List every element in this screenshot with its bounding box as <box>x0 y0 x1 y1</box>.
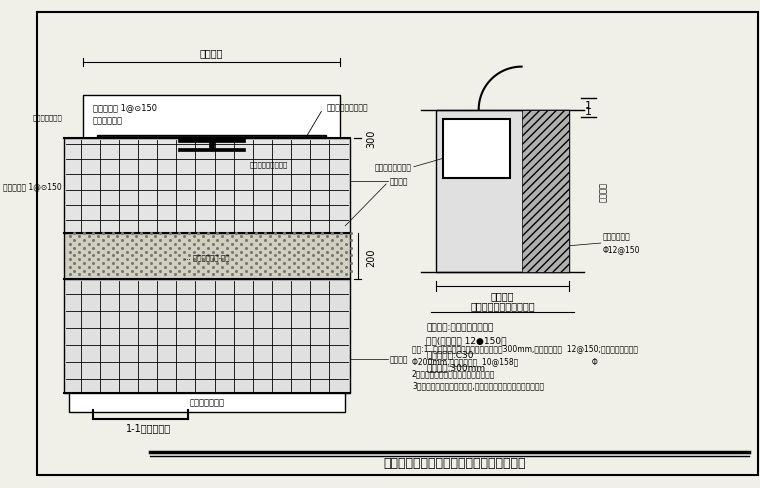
Text: 施工电梯预埋基座: 施工电梯预埋基座 <box>375 163 412 172</box>
Text: 3、若施工电梯基础生落架上,相邻两块板都要用钢筋加强处理。: 3、若施工电梯基础生落架上,相邻两块板都要用钢筋加强处理。 <box>412 381 544 390</box>
Bar <box>521 110 569 272</box>
Bar <box>68 393 345 412</box>
Bar <box>97 136 326 155</box>
Bar <box>64 139 350 234</box>
Text: 施工电梯基础: 施工电梯基础 <box>93 116 122 125</box>
Text: 施工电梯基础平面示意图: 施工电梯基础平面示意图 <box>470 301 535 310</box>
Text: 回填钢管: 回填钢管 <box>390 177 409 186</box>
Bar <box>64 234 350 280</box>
Text: 楼下室二层底板: 楼下室二层底板 <box>189 398 224 407</box>
Text: Φ200mm,钢筋双层双向  10@158；                               Φ: Φ200mm,钢筋双层双向 10@158； Φ <box>412 356 597 365</box>
Text: 回填钢管: 回填钢管 <box>390 354 409 364</box>
Text: 基础厚度:300mm: 基础厚度:300mm <box>426 363 486 372</box>
Text: 2、人防区负一层底板钢筋和钢筋不变。: 2、人防区负一层底板钢筋和钢筋不变。 <box>412 368 496 377</box>
Text: 施工电梯预埋基础桩: 施工电梯预埋基础桩 <box>326 103 368 112</box>
Text: 1: 1 <box>585 101 592 110</box>
Text: 板的长度: 板的长度 <box>200 48 223 58</box>
Text: 板的厚度: 板的厚度 <box>599 181 608 201</box>
Text: ... 钢筋双层双向-底板: ... 钢筋双层双向-底板 <box>184 254 230 260</box>
Bar <box>435 110 569 272</box>
Text: 说明:1. 人货梯基础位置的板板厚度加厚为300mm,钢筋双层双向  12@150;负一层底板加厚为: 说明:1. 人货梯基础位置的板板厚度加厚为300mm,钢筋双层双向 12@150… <box>412 344 638 353</box>
Text: 300: 300 <box>366 130 376 148</box>
Text: 加焊地下室面板钢筋: 加焊地下室面板钢筋 <box>250 161 288 168</box>
Bar <box>179 148 245 152</box>
Text: 配筋(双层双向 12●150）: 配筋(双层双向 12●150） <box>426 336 507 345</box>
Bar <box>64 280 350 393</box>
Text: 配筋双层双向: 配筋双层双向 <box>603 231 630 241</box>
Bar <box>179 139 245 142</box>
Bar <box>83 96 340 139</box>
Text: 混凝土强度:C30: 混凝土强度:C30 <box>426 349 473 358</box>
Text: 基础尺寸:负一层顶板的尺寸: 基础尺寸:负一层顶板的尺寸 <box>426 323 494 332</box>
Text: 建筑结构加厚作为人货梯基础浇筑做法详图: 建筑结构加厚作为人货梯基础浇筑做法详图 <box>384 456 526 469</box>
Bar <box>443 120 510 179</box>
Bar <box>209 142 214 148</box>
Text: Φ12@150: Φ12@150 <box>603 245 640 254</box>
Text: 200: 200 <box>366 247 376 266</box>
Text: 配双层双向 1@⊙150: 配双层双向 1@⊙150 <box>93 103 157 112</box>
Text: 1-1剖面大样图: 1-1剖面大样图 <box>126 422 171 432</box>
Text: 配双层双向 1@⊙150: 配双层双向 1@⊙150 <box>3 182 62 191</box>
Text: 1: 1 <box>585 107 592 117</box>
Text: 板的长度: 板的长度 <box>491 291 515 301</box>
Text: 楼板下室面板桩: 楼板下室面板桩 <box>32 114 62 121</box>
